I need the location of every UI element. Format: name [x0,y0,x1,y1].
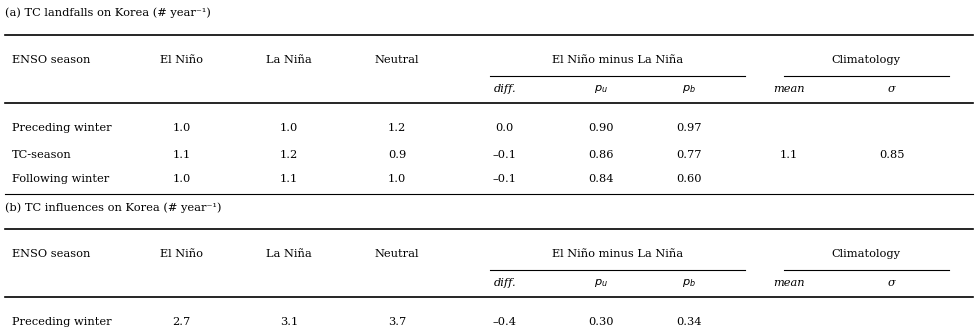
Text: σ: σ [888,278,896,288]
Text: La Niña: La Niña [267,249,312,259]
Text: Preceding winter: Preceding winter [12,317,112,327]
Text: Neutral: Neutral [374,55,419,65]
Text: σ: σ [888,84,896,94]
Text: 3.1: 3.1 [280,317,298,327]
Text: 0.77: 0.77 [676,150,702,160]
Text: ENSO season: ENSO season [12,55,90,65]
Text: 0.34: 0.34 [676,317,702,327]
Text: 0.30: 0.30 [588,317,613,327]
Text: 0.97: 0.97 [676,123,702,133]
Text: El Niño: El Niño [160,55,203,65]
Text: (b) TC influences on Korea (# year⁻¹): (b) TC influences on Korea (# year⁻¹) [5,202,221,213]
Text: 0.84: 0.84 [588,174,613,184]
Text: $p_b$: $p_b$ [682,277,696,289]
Text: –0.1: –0.1 [493,174,516,184]
Text: (a) TC landfalls on Korea (# year⁻¹): (a) TC landfalls on Korea (# year⁻¹) [5,8,211,18]
Text: $p_u$: $p_u$ [594,83,608,95]
Text: Climatology: Climatology [832,249,901,259]
Text: 2.7: 2.7 [172,317,190,327]
Text: –0.4: –0.4 [493,317,516,327]
Text: $p_b$: $p_b$ [682,83,696,95]
Text: El Niño minus La Niña: El Niño minus La Niña [552,249,683,259]
Text: TC-season: TC-season [12,150,72,160]
Text: diff.: diff. [493,84,516,94]
Text: Following winter: Following winter [12,174,109,184]
Text: 1.0: 1.0 [172,123,190,133]
Text: ENSO season: ENSO season [12,249,90,259]
Text: Neutral: Neutral [374,249,419,259]
Text: diff.: diff. [493,278,516,288]
Text: 1.1: 1.1 [280,174,298,184]
Text: 0.85: 0.85 [879,150,905,160]
Text: 0.0: 0.0 [496,123,514,133]
Text: mean: mean [773,84,805,94]
Text: 1.0: 1.0 [280,123,298,133]
Text: 0.9: 0.9 [388,150,406,160]
Text: 0.60: 0.60 [676,174,702,184]
Text: Climatology: Climatology [832,55,901,65]
Text: $p_u$: $p_u$ [594,277,608,289]
Text: El Niño minus La Niña: El Niño minus La Niña [552,55,683,65]
Text: 1.0: 1.0 [172,174,190,184]
Text: –0.1: –0.1 [493,150,516,160]
Text: 1.2: 1.2 [388,123,406,133]
Text: 1.1: 1.1 [780,150,798,160]
Text: 1.1: 1.1 [172,150,190,160]
Text: 1.2: 1.2 [280,150,298,160]
Text: La Niña: La Niña [267,55,312,65]
Text: 1.0: 1.0 [388,174,406,184]
Text: 0.86: 0.86 [588,150,613,160]
Text: El Niño: El Niño [160,249,203,259]
Text: mean: mean [773,278,805,288]
Text: Preceding winter: Preceding winter [12,123,112,133]
Text: 0.90: 0.90 [588,123,613,133]
Text: 3.7: 3.7 [388,317,406,327]
